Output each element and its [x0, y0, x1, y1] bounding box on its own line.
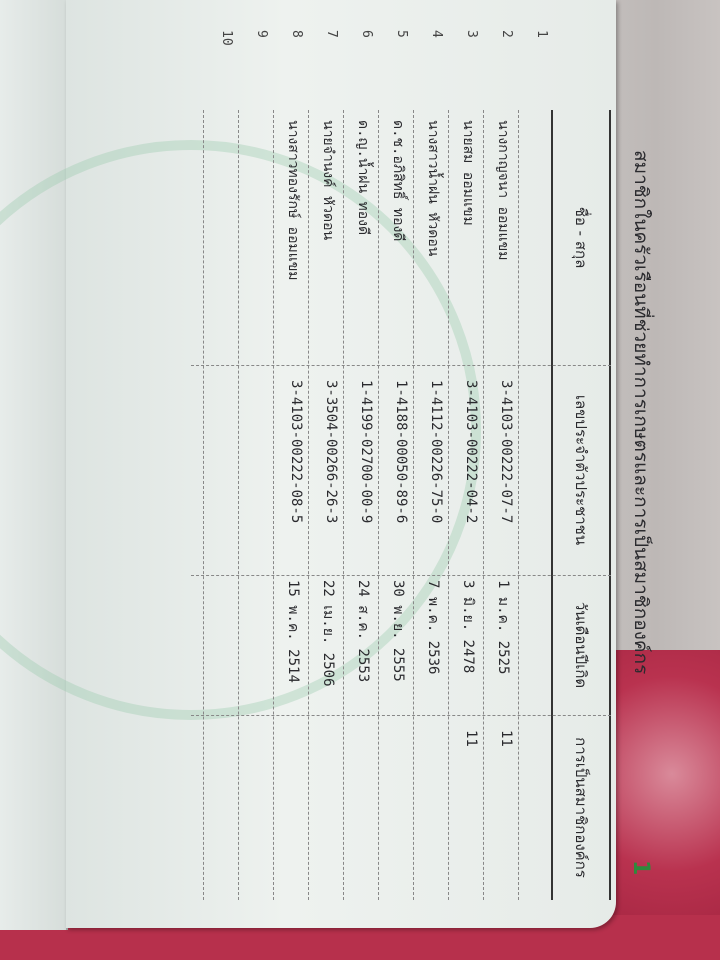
row-number: 4 — [429, 30, 444, 38]
cell-id: 3-4103-00222-07-7 — [498, 380, 514, 524]
cell-dob: 30 พ.ย. 2555 — [390, 580, 406, 682]
table-row: 6 ด.ญ.น้ำฝน ทองดี 1-4199-02700-00-9 24 ส.ค.… — [340, 30, 374, 900]
cell-id: 3-4103-00222-08-5 — [288, 380, 304, 524]
page-title: สมาชิกในครัวเรือนที่ช่วยทำการเกษตรและการ… — [630, 150, 652, 675]
table-row: 10 — [200, 30, 234, 900]
header-id: เลขประจำตัวประชาชน — [572, 394, 590, 546]
table-row: 3 นายสม ออมแขม 3-4103-00222-04-2 3 มิ.ย. 24… — [445, 30, 479, 900]
row-number: 7 — [324, 30, 339, 38]
table-row: 9 — [235, 30, 269, 900]
row-divider — [343, 110, 344, 900]
table-row: 1 — [515, 30, 549, 900]
row-number: 5 — [394, 30, 409, 38]
row-divider — [518, 110, 519, 900]
table-row: 4 นางสาวน้ำฝน หัวดอน 1-4112-00226-75-0 7 พ.… — [410, 30, 444, 900]
cell-id: 1-4188-00050-89-6 — [393, 380, 409, 524]
cell-id: 1-4112-00226-75-0 — [428, 380, 444, 524]
cell-name: นายจำนงค์ หัวดอน — [320, 120, 336, 241]
row-divider — [483, 110, 484, 900]
cell-id: 3-3504-00266-26-3 — [323, 380, 339, 524]
row-divider — [448, 110, 449, 900]
row-number: 10 — [219, 30, 234, 46]
page-number: 1 — [628, 860, 653, 876]
cell-dob: 1 ม.ค. 2525 — [495, 580, 511, 675]
cell-dob: 24 ส.ค. 2553 — [355, 580, 371, 683]
table-row: 5 ด.ช.อภิสิทธิ์ ทองดี 1-4188-00050-89-6 30 … — [375, 30, 409, 900]
header-dob: วันเดือนปีเกิด — [572, 601, 590, 689]
cell-name: นายสม ออมแขม — [460, 120, 476, 226]
row-number: 9 — [254, 30, 269, 38]
header-bottom-line — [551, 110, 553, 900]
row-divider — [238, 110, 239, 900]
header-membership: การเป็นสมาชิกองค์กร — [572, 737, 590, 878]
cell-id: 3-4103-00222-04-2 — [463, 380, 479, 524]
table-row: 2 นางกาญจนา ออมแขม 3-4103-00222-07-7 1 ม.ค.… — [480, 30, 514, 900]
row-divider — [273, 110, 274, 900]
cell-membership: 11 — [463, 730, 479, 747]
cell-dob: 15 พ.ค. 2514 — [285, 580, 301, 683]
cell-id: 1-4199-02700-00-9 — [358, 380, 374, 524]
header-name: ชื่อ - สกุล — [572, 206, 590, 269]
cell-name: นางสาวน้ำฝน หัวดอน — [425, 120, 441, 257]
cell-name: ด.ญ.น้ำฝน ทองดี — [355, 120, 371, 236]
cell-dob: 7 พ.ค. 2536 — [425, 580, 441, 675]
table-row: 8 นางสาวทองรักษ์ ออมแขม 3-4103-00222-08-5 1… — [270, 30, 304, 900]
row-number: 8 — [289, 30, 304, 38]
row-number: 2 — [499, 30, 514, 38]
cell-name: นางสาวทองรักษ์ ออมแขม — [285, 120, 301, 281]
row-divider — [203, 110, 204, 900]
cell-dob: 22 เม.ย. 2506 — [320, 580, 336, 687]
rotated-page-content: สมาชิกในครัวเรือนที่ช่วยทำการเกษตรและการ… — [0, 0, 681, 930]
cell-name: ด.ช.อภิสิทธิ์ ทองดี — [390, 120, 406, 242]
cell-name: นางกาญจนา ออมแขม — [495, 120, 511, 261]
row-number: 3 — [464, 30, 479, 38]
row-divider — [413, 110, 414, 900]
left-page — [0, 0, 68, 930]
row-divider — [308, 110, 309, 900]
row-divider — [378, 110, 379, 900]
cell-dob: 3 มิ.ย. 2478 — [460, 580, 476, 674]
row-number: 1 — [534, 30, 549, 38]
table-row: 7 นายจำนงค์ หัวดอน 3-3504-00266-26-3 22 เม.… — [305, 30, 339, 900]
members-table: ชื่อ - สกุล เลขประจำตัวประชาชน วันเดือนป… — [191, 30, 611, 900]
table-top-line — [609, 110, 611, 900]
cell-membership: 11 — [498, 730, 514, 747]
booklet-page: สมาชิกในครัวเรือนที่ช่วยทำการเกษตรและการ… — [0, 0, 653, 928]
row-number: 6 — [359, 30, 374, 38]
